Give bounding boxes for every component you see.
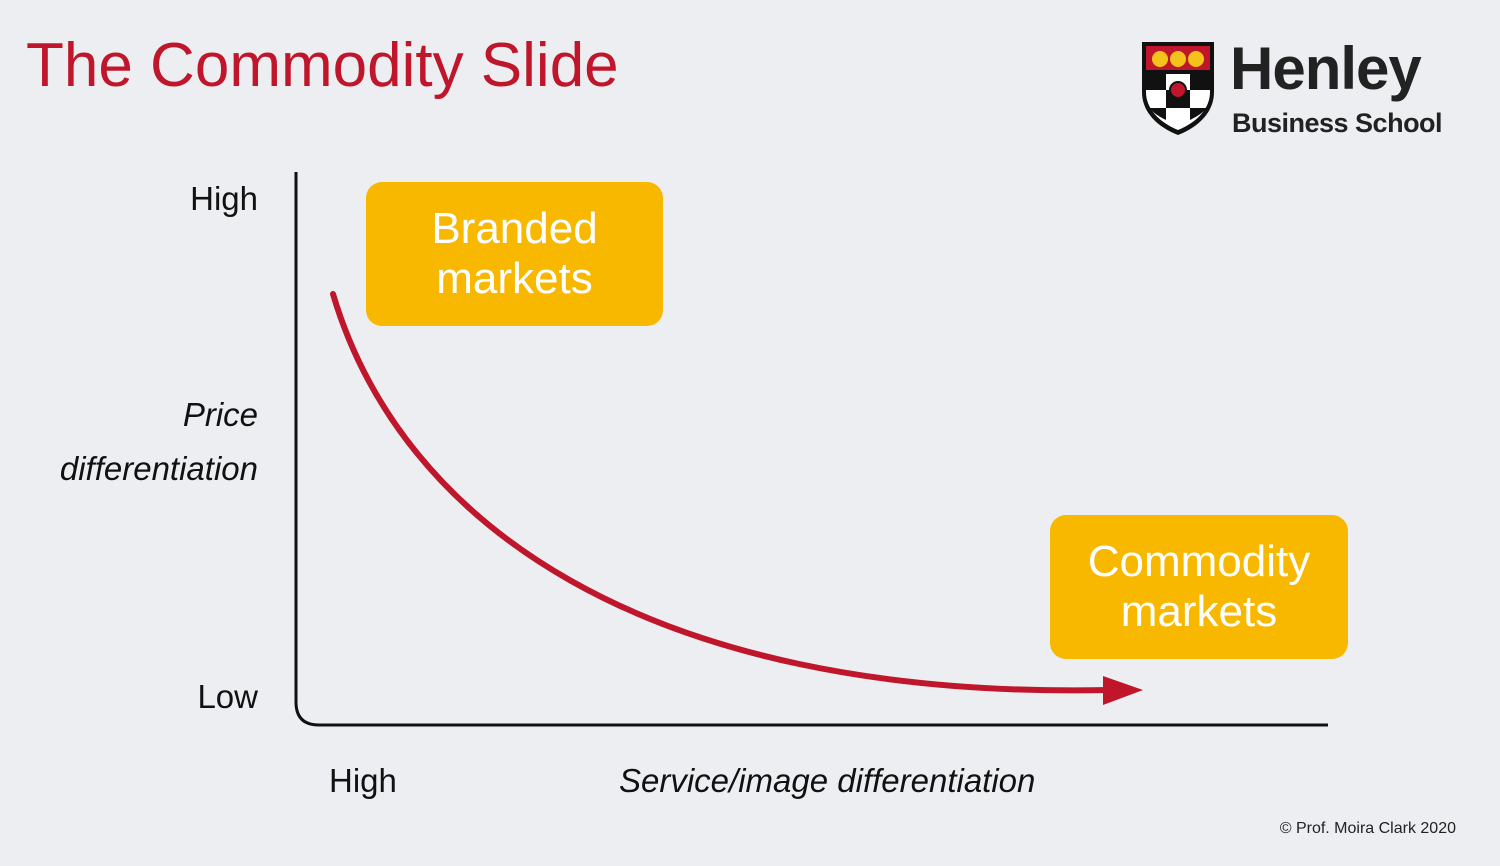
y-axis-title-line1: Price (182, 396, 258, 433)
branded-line1: Branded (431, 204, 598, 253)
curve-arrowhead (1103, 676, 1143, 705)
slide-title: The Commodity Slide (26, 31, 619, 100)
y-axis-high-label: High (190, 180, 258, 217)
y-axis-low-label: Low (197, 678, 258, 715)
y-axis-title-line2: differentiation (59, 450, 258, 487)
y-axis-title: Price differentiation (60, 388, 258, 496)
commodity-line1: Commodity (1087, 537, 1311, 586)
commodity-curve (330, 291, 1113, 694)
branded-markets-box: Branded markets (366, 182, 663, 326)
logo-subtitle: Business School (1232, 108, 1443, 138)
branded-line2: markets (436, 254, 593, 303)
copyright-notice: © Prof. Moira Clark 2020 (1279, 820, 1456, 837)
crest-icon (1142, 42, 1214, 135)
commodity-line2: markets (1120, 587, 1278, 636)
logo-name: Henley (1230, 35, 1422, 102)
henley-logo: Henley Business School (1140, 35, 1470, 140)
x-axis-high-label: High (329, 762, 397, 799)
x-axis-title: Service/image differentiation (619, 762, 1036, 799)
commodity-markets-box: Commodity markets (1050, 515, 1348, 659)
axes (294, 172, 1328, 727)
